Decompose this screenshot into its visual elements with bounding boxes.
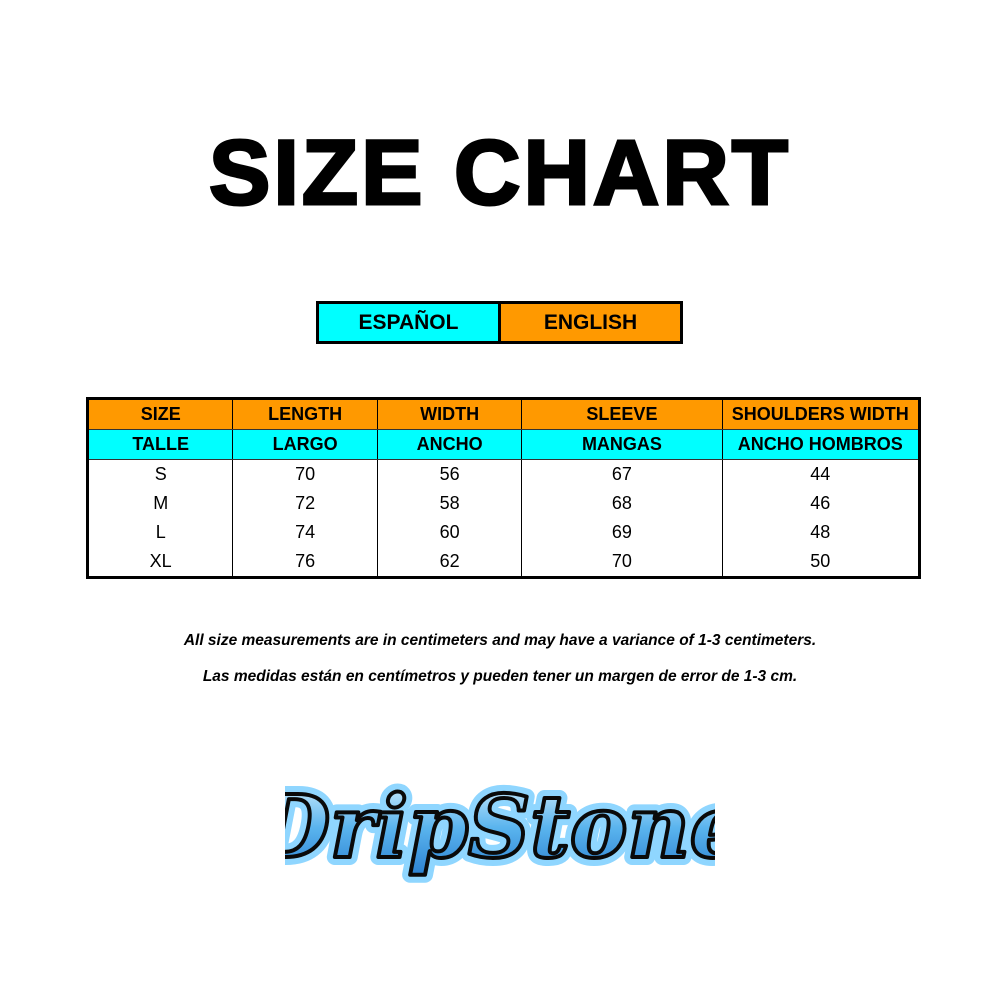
table-cell: SHOULDERS WIDTH	[721, 398, 920, 430]
size-table: SIZE LENGTH WIDTH SLEEVE SHOULDERS WIDTH TALL…	[86, 397, 921, 579]
table-cell: 72	[232, 489, 378, 518]
table-cell: 70	[232, 459, 378, 489]
header-row-spanish: TALLE LARGO ANCHO MANGAS ANCHO HOMBROS	[87, 429, 920, 460]
logo-text: DripStone	[285, 777, 715, 878]
language-legend: ESPAÑOL ENGLISH	[316, 301, 683, 344]
table-row: S 70 56 67 44	[88, 459, 920, 489]
table-cell: WIDTH	[376, 398, 522, 430]
note-spanish: Las medidas están en centímetros y puede…	[202, 668, 798, 685]
page-title: SIZE CHART	[208, 121, 791, 226]
table-cell: 67	[521, 459, 723, 489]
table-cell: LARGO	[232, 429, 378, 460]
table-row: L 74 60 69 48	[88, 518, 920, 547]
table-cell: SLEEVE	[521, 398, 723, 430]
table-cell: 60	[376, 518, 522, 547]
table-cell: 70	[521, 547, 723, 578]
table-cell: 56	[376, 459, 522, 489]
note-english: All size measurements are in centimeters…	[183, 632, 817, 649]
header-row-english: SIZE LENGTH WIDTH SLEEVE SHOULDERS WIDTH	[87, 398, 920, 430]
table-cell: 76	[232, 547, 378, 578]
table-cell: S	[154, 464, 167, 484]
legend-spanish: ESPAÑOL	[319, 304, 501, 341]
table-cell: 69	[521, 518, 723, 547]
table-cell: MANGAS	[521, 429, 723, 460]
table-cell: 46	[721, 489, 920, 518]
dripstone-logo: DripStone DripStone	[285, 769, 715, 886]
table-cell: 50	[721, 547, 920, 578]
table-cell: M	[153, 493, 169, 513]
legend-english: ENGLISH	[501, 304, 680, 341]
table-cell: L	[155, 522, 166, 542]
logo-glow: DripStone	[285, 777, 715, 878]
table-cell: 68	[521, 489, 723, 518]
table-cell: ANCHO HOMBROS	[721, 429, 920, 460]
table-cell: XL	[149, 551, 172, 571]
table-cell: 58	[376, 489, 522, 518]
table-cell: 62	[376, 547, 522, 578]
table-cell: TALLE	[87, 429, 233, 460]
table-cell: 44	[721, 459, 920, 489]
table-cell: ANCHO	[376, 429, 522, 460]
table-cell: SIZE	[87, 398, 233, 430]
table-row: M 72 58 68 46	[88, 489, 920, 518]
table-row: XL 76 62 70 50	[88, 547, 920, 578]
table-cell: LENGTH	[232, 398, 378, 430]
table-cell: 74	[232, 518, 378, 547]
table-cell: 48	[721, 518, 920, 547]
